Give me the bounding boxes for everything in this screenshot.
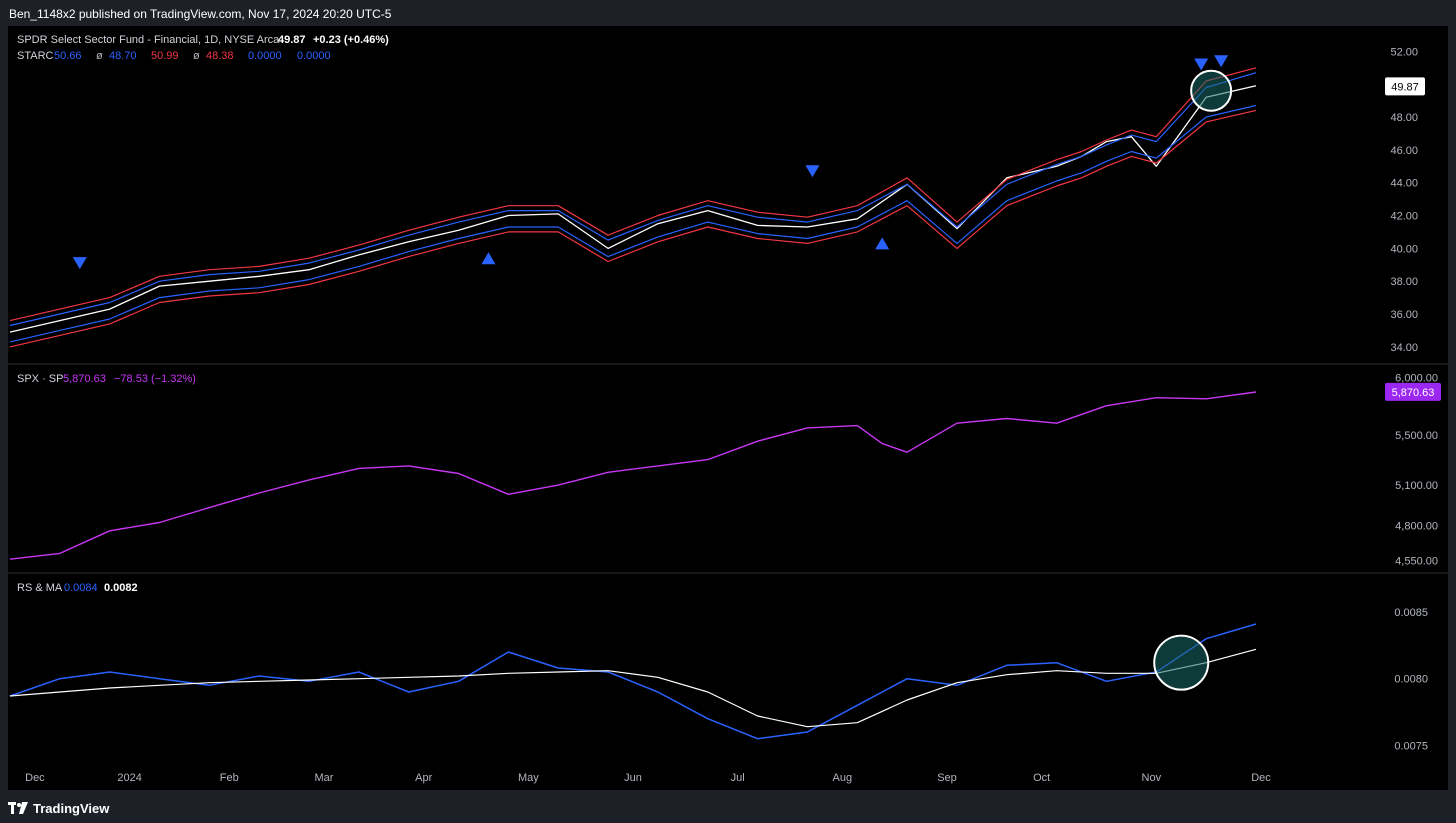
- last-price-badge: [1385, 77, 1425, 96]
- starc-band-line: [9, 104, 1257, 343]
- x-tick-label: Jul: [731, 772, 745, 784]
- last-price-label: 49.87: [1391, 81, 1419, 93]
- y-tick-label: 42.00: [1390, 211, 1418, 223]
- tradingview-icon: [8, 802, 28, 814]
- legend-value: ø: [96, 50, 103, 62]
- legend-value: 0.0000: [248, 50, 282, 62]
- x-tick-label: Feb: [220, 772, 239, 784]
- highlight-circle: [1190, 69, 1233, 112]
- y-tick-label: 5,100.00: [1395, 480, 1438, 492]
- sell-marker: [1194, 58, 1209, 71]
- spx-line: [9, 391, 1257, 560]
- legend-value: 0.0000: [297, 50, 331, 62]
- spx-last-label: 5,870.63: [1392, 387, 1435, 399]
- highlight-circle: [1153, 634, 1210, 691]
- legend-indicator: STARC: [17, 50, 54, 62]
- legend-last: 49.87: [278, 34, 306, 46]
- x-tick-label: Mar: [315, 772, 334, 784]
- y-tick-label: 4,550.00: [1395, 556, 1438, 568]
- legend-value: 48.38: [206, 50, 234, 62]
- publisher-caption: Ben_1148x2 published on TradingView.com,…: [9, 7, 392, 21]
- y-tick-label: 36.00: [1390, 309, 1418, 321]
- price-line: [9, 85, 1257, 333]
- legend-name: RS & MA: [17, 582, 63, 594]
- x-tick-label: Apr: [415, 772, 432, 784]
- starc-band-line: [9, 72, 1257, 327]
- y-tick-label: 46.00: [1390, 145, 1418, 157]
- x-tick-label: 2024: [117, 772, 141, 784]
- rs-ma-line: [9, 648, 1257, 728]
- sell-marker: [1214, 55, 1229, 68]
- y-tick-label: 0.0080: [1394, 674, 1428, 686]
- y-tick-label: 4,800.00: [1395, 520, 1438, 532]
- starc-band-line: [9, 109, 1257, 348]
- x-tick-label: Dec: [25, 772, 45, 784]
- legend-value: 48.70: [109, 50, 137, 62]
- legend-value: 50.99: [151, 50, 179, 62]
- y-tick-label: 52.00: [1390, 46, 1418, 58]
- legend-symbol: SPX · SP: [17, 373, 63, 385]
- x-tick-label: Dec: [1251, 772, 1271, 784]
- x-tick-label: Sep: [937, 772, 957, 784]
- legend-symbol: SPDR Select Sector Fund - Financial, 1D,…: [17, 34, 280, 46]
- x-tick-label: May: [518, 772, 539, 784]
- y-tick-label: 48.00: [1390, 112, 1418, 124]
- legend-rs-value: 0.0084: [64, 582, 98, 594]
- y-tick-label: 6,000.00: [1395, 372, 1438, 384]
- legend-value: ø: [193, 50, 200, 62]
- legend-change: +0.23 (+0.46%): [313, 34, 389, 46]
- spx-last-badge: [1385, 382, 1441, 401]
- x-tick-label: Oct: [1033, 772, 1050, 784]
- starc-band-line: [9, 67, 1257, 322]
- x-tick-label: Nov: [1142, 772, 1162, 784]
- y-tick-label: 0.0085: [1394, 607, 1428, 619]
- buy-marker: [875, 237, 890, 250]
- x-tick-label: Aug: [833, 772, 853, 784]
- legend-value: 50.66: [54, 50, 82, 62]
- y-tick-label: 34.00: [1390, 342, 1418, 354]
- buy-marker: [481, 252, 496, 265]
- y-tick-label: 44.00: [1390, 178, 1418, 190]
- legend-last: 5,870.63: [63, 373, 106, 385]
- y-tick-label: 38.00: [1390, 276, 1418, 288]
- rs-line: [9, 623, 1257, 740]
- y-tick-label: 40.00: [1390, 243, 1418, 255]
- tradingview-label: TradingView: [33, 800, 110, 816]
- legend-change: −78.53 (−1.32%): [114, 373, 196, 385]
- sell-marker: [805, 165, 820, 178]
- sell-marker: [72, 257, 87, 270]
- y-tick-label: 0.0075: [1394, 740, 1428, 752]
- top-bar: Ben_1148x2 published on TradingView.com,…: [0, 0, 1456, 26]
- legend-ma-value: 0.0082: [104, 582, 138, 594]
- x-tick-label: Jun: [624, 772, 642, 784]
- tradingview-logo[interactable]: TradingView: [8, 800, 109, 816]
- bottom-bar: [0, 790, 1456, 823]
- y-tick-label: 5,500.00: [1395, 430, 1438, 442]
